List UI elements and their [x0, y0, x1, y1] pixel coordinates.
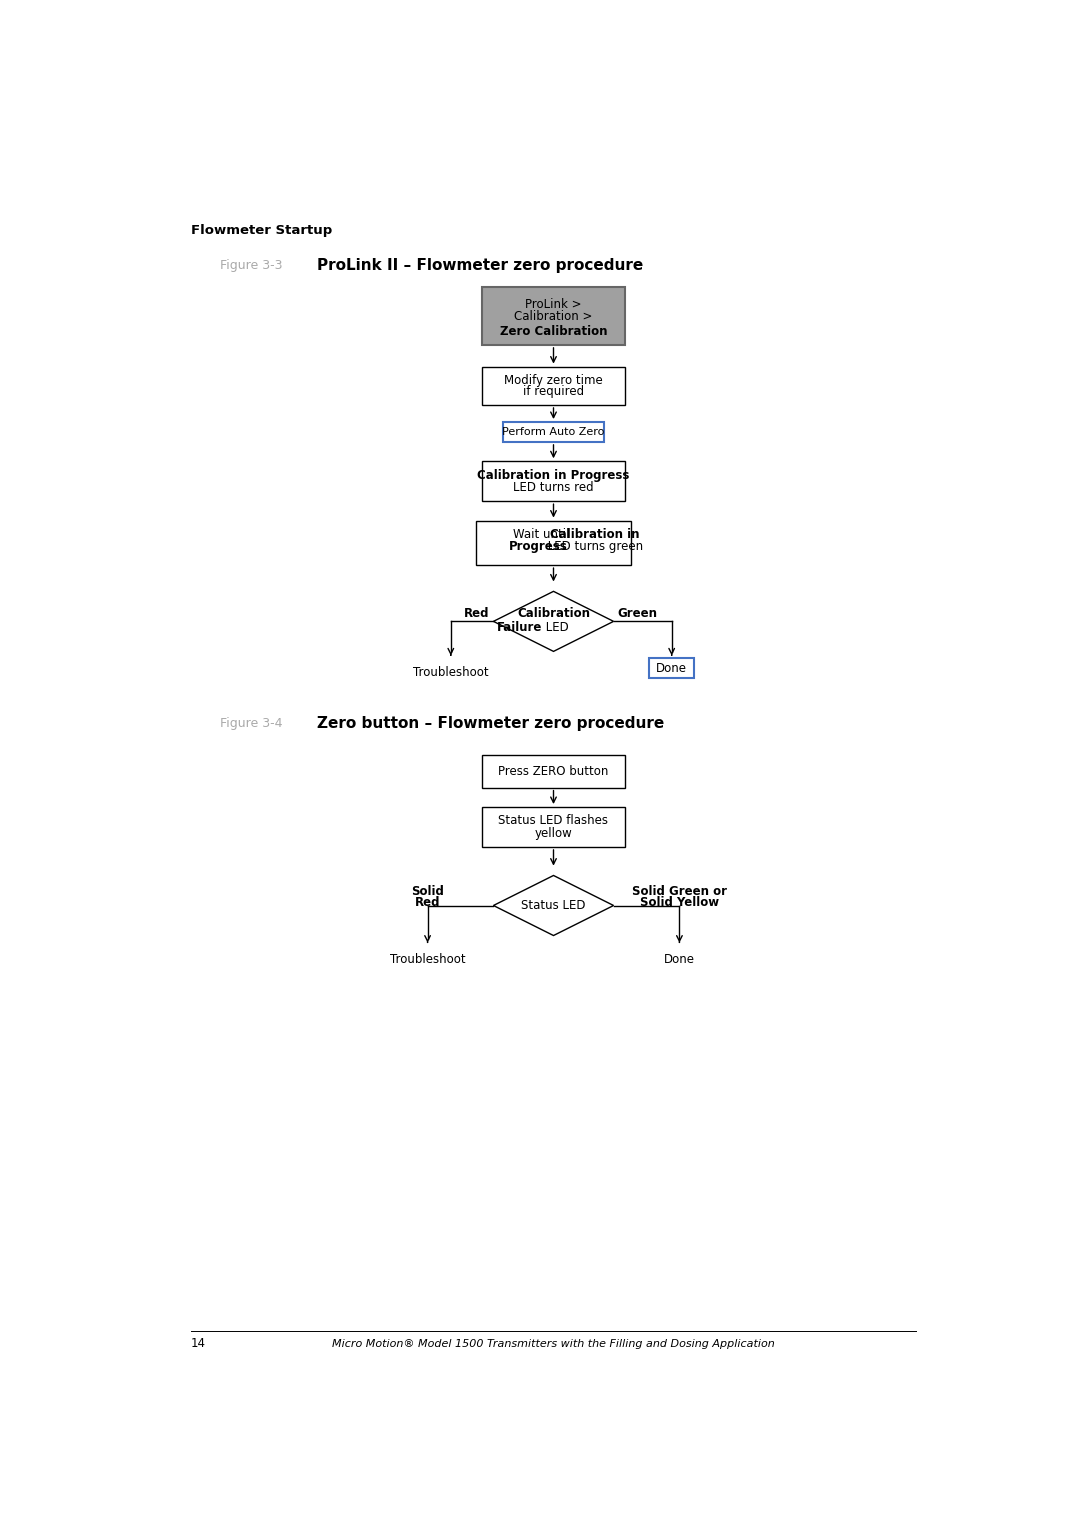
- Text: Status LED flashes: Status LED flashes: [499, 814, 608, 828]
- Text: Calibration >: Calibration >: [514, 310, 593, 322]
- Text: Flowmeter Startup: Flowmeter Startup: [191, 224, 332, 238]
- FancyBboxPatch shape: [482, 806, 625, 847]
- Text: if required: if required: [523, 385, 584, 399]
- Text: 14: 14: [191, 1338, 206, 1350]
- FancyBboxPatch shape: [476, 521, 631, 565]
- Text: Done: Done: [664, 953, 694, 967]
- Text: Figure 3-4: Figure 3-4: [220, 716, 283, 730]
- FancyBboxPatch shape: [649, 658, 694, 678]
- Text: Troubleshoot: Troubleshoot: [413, 666, 488, 678]
- Text: Red: Red: [464, 608, 489, 620]
- Text: Progress: Progress: [510, 541, 568, 553]
- Text: LED turns red: LED turns red: [513, 481, 594, 493]
- Text: Zero Calibration: Zero Calibration: [500, 325, 607, 337]
- Text: Perform Auto Zero: Perform Auto Zero: [502, 428, 605, 437]
- FancyBboxPatch shape: [482, 287, 625, 345]
- Polygon shape: [494, 591, 613, 652]
- Text: Calibration: Calibration: [517, 608, 590, 620]
- Text: Calibration in Progress: Calibration in Progress: [477, 469, 630, 481]
- Text: Modify zero time: Modify zero time: [504, 374, 603, 386]
- Text: Zero button – Flowmeter zero procedure: Zero button – Flowmeter zero procedure: [318, 716, 664, 730]
- Text: Troubleshoot: Troubleshoot: [390, 953, 465, 967]
- Text: Press ZERO button: Press ZERO button: [498, 765, 609, 779]
- Text: Red: Red: [415, 896, 441, 909]
- Text: Figure 3-3: Figure 3-3: [220, 260, 283, 272]
- Polygon shape: [494, 875, 613, 936]
- Text: Solid Green or: Solid Green or: [632, 886, 727, 898]
- Text: ProLink >: ProLink >: [525, 298, 582, 310]
- Text: ProLink II – Flowmeter zero procedure: ProLink II – Flowmeter zero procedure: [318, 258, 644, 273]
- Text: LED: LED: [542, 621, 569, 634]
- Text: Micro Motion® Model 1500 Transmitters with the Filling and Dosing Application: Micro Motion® Model 1500 Transmitters wi…: [333, 1339, 774, 1348]
- Text: Calibration in: Calibration in: [550, 528, 639, 541]
- Text: Status LED: Status LED: [522, 899, 585, 912]
- FancyBboxPatch shape: [482, 366, 625, 405]
- Text: Solid Yellow: Solid Yellow: [639, 896, 719, 909]
- Text: yellow: yellow: [535, 826, 572, 840]
- Text: Wait until: Wait until: [513, 528, 573, 541]
- Text: Green: Green: [618, 608, 658, 620]
- Text: LED turns green: LED turns green: [544, 541, 644, 553]
- FancyBboxPatch shape: [482, 461, 625, 501]
- FancyBboxPatch shape: [482, 756, 625, 788]
- Text: Failure: Failure: [497, 621, 542, 634]
- Text: Solid: Solid: [411, 886, 444, 898]
- Text: Done: Done: [657, 661, 687, 675]
- FancyBboxPatch shape: [503, 421, 604, 441]
